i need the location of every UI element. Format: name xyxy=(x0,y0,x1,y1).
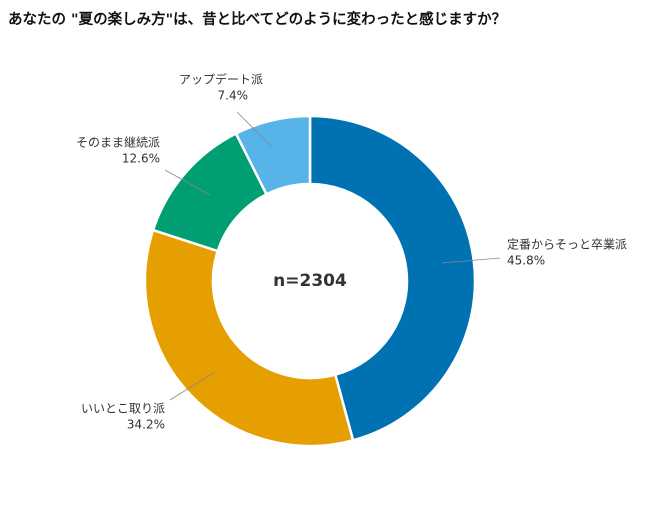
value-label: 12.6% xyxy=(122,152,160,166)
value-label: 7.4% xyxy=(218,89,249,103)
donut-slice xyxy=(234,114,312,196)
slice-label: そのまま継続派 xyxy=(76,135,160,150)
donut-slice xyxy=(308,114,477,442)
chart-title: あなたの "夏の楽しみ方"は、昔と比べてどのように変わったと感じますか？ xyxy=(8,10,506,28)
value-label: 45.8% xyxy=(507,254,545,268)
slice-label: 定番からそっと卒業派 xyxy=(507,237,627,252)
value-label: 34.2% xyxy=(127,418,165,432)
slice-label: アップデート派 xyxy=(179,72,263,87)
donut-slice xyxy=(143,228,355,448)
leader-line xyxy=(236,111,274,149)
labels: 定番からそっと卒業派 45.8% いいとこ取り派 34.2% そのまま継続派 12.6% ア… xyxy=(76,72,627,432)
slice-label: いいとこ取り派 xyxy=(81,402,165,416)
leader-line xyxy=(441,257,501,264)
center-label: n=2304 xyxy=(273,271,347,291)
leader-line xyxy=(164,169,211,196)
leader-line xyxy=(169,371,216,401)
donut xyxy=(143,114,477,448)
